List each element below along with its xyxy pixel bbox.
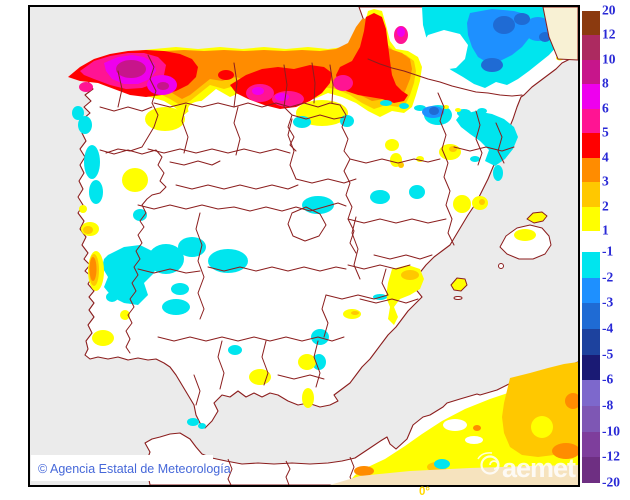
legend-block [582, 303, 600, 329]
legend-block [582, 406, 600, 432]
aemet-watermark: aemet [477, 452, 577, 483]
legend-label: 5 [602, 124, 609, 140]
legend-block [582, 380, 600, 406]
legend-block [582, 35, 600, 60]
africa-landmass [144, 361, 578, 485]
legend-block [582, 432, 600, 457]
legend-label: -5 [602, 346, 614, 362]
legend-label: -4 [602, 320, 614, 336]
legend-label: -6 [602, 371, 614, 387]
iberia-anomaly-map: aemet © Agencia Estatal de Meteorología [30, 7, 578, 485]
meridian-label: 0° [419, 486, 430, 498]
legend-block [582, 457, 600, 483]
outside-domain-africa [330, 465, 578, 485]
legend-colorbar [582, 0, 600, 500]
legend-label: 2 [602, 198, 609, 214]
aemet-logo-icon [477, 452, 500, 475]
legend-block [582, 252, 600, 278]
anomaly-patches-france [380, 7, 575, 181]
province-boundaries [99, 54, 523, 406]
copyright-text: © Agencia Estatal de Meteorología [38, 462, 231, 476]
legend-block [582, 278, 600, 303]
copyright-box: © Agencia Estatal de Meteorología [31, 455, 231, 481]
legend-label: 3 [602, 173, 609, 189]
anomaly-patches-north [68, 9, 422, 131]
legend-block [582, 182, 600, 207]
legend-label: -2 [602, 269, 614, 285]
legend-label: 12 [602, 26, 616, 42]
legend-label: 8 [602, 75, 609, 91]
legend-label: -1 [602, 243, 614, 259]
outside-domain-france [542, 7, 578, 61]
legend-block [582, 133, 600, 158]
legend-block [582, 329, 600, 355]
legend-block [582, 84, 600, 109]
legend-label: -12 [602, 448, 620, 464]
legend-label: 10 [602, 51, 616, 67]
legend-block [582, 207, 600, 231]
legend-block [582, 11, 600, 35]
legend-label: 4 [602, 149, 609, 165]
legend-label: -3 [602, 294, 614, 310]
africa-anomaly-patches [348, 362, 578, 483]
legend-label: 20 [602, 2, 616, 18]
legend-block [582, 109, 600, 133]
balearic-islands [450, 211, 552, 300]
legend-label: 1 [602, 222, 609, 238]
legend-label: -8 [602, 397, 614, 413]
legend-label: 6 [602, 100, 609, 116]
legend-label: -10 [602, 423, 620, 439]
aemet-watermark-text: aemet [502, 453, 576, 483]
legend-block [582, 60, 600, 84]
map-frame: aemet © Agencia Estatal de Meteorología [28, 5, 580, 487]
legend-label: -20 [602, 474, 620, 490]
legend-block [582, 158, 600, 182]
legend-block [582, 355, 600, 380]
